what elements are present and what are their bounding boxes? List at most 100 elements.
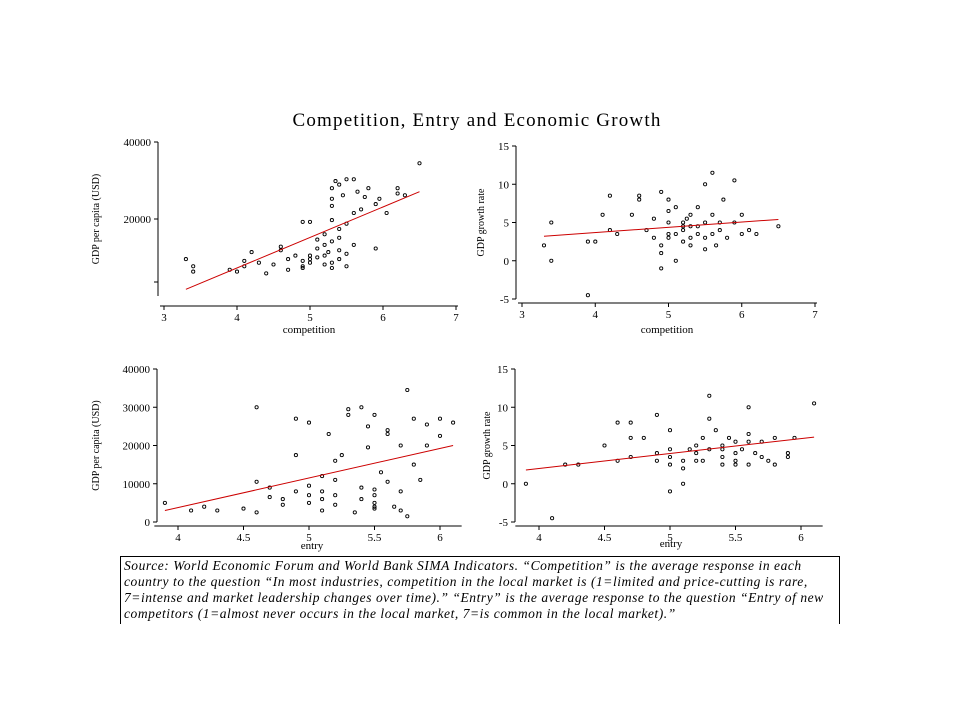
x-tick-label: 4 xyxy=(175,532,181,544)
data-point xyxy=(411,462,416,467)
data-point xyxy=(437,433,443,438)
source-note: Source: World Economic Forum and World B… xyxy=(120,556,840,624)
scatter-plot-1: 3 4 5 6 7 competition 20000 40000 GDP per capita… xyxy=(91,137,459,336)
data-point xyxy=(713,428,718,433)
data-point xyxy=(329,218,334,223)
data-point xyxy=(615,231,620,237)
data-point xyxy=(365,424,371,429)
y-tick-label: 20000 xyxy=(123,441,151,453)
figure-canvas: Competition, Entry and Economic Growth 3… xyxy=(91,110,823,552)
data-point xyxy=(707,393,712,398)
data-point xyxy=(340,193,345,198)
data-point xyxy=(585,293,590,298)
data-point xyxy=(585,239,590,244)
data-point xyxy=(385,479,390,484)
data-point xyxy=(732,178,737,183)
data-point xyxy=(320,489,325,494)
x-tick-label: 4 xyxy=(593,309,599,321)
data-point xyxy=(703,235,708,240)
data-point xyxy=(549,258,554,263)
data-point xyxy=(684,216,689,221)
x-tick-label: 4 xyxy=(536,532,542,544)
y-tick-label: -5 xyxy=(500,294,510,306)
data-point xyxy=(256,260,261,265)
data-point xyxy=(337,226,342,232)
data-point xyxy=(183,257,188,262)
data-point xyxy=(600,212,605,217)
data-point xyxy=(637,197,642,202)
data-point xyxy=(726,435,732,440)
data-point xyxy=(651,235,656,240)
x-tick-label: 3 xyxy=(519,309,525,321)
data-point xyxy=(812,401,817,406)
data-point xyxy=(746,462,751,467)
data-point xyxy=(307,253,313,258)
data-point xyxy=(746,431,751,437)
y-axis-label: GDP per capita (USD) xyxy=(91,174,102,264)
data-point xyxy=(395,186,400,191)
data-point xyxy=(720,462,725,467)
data-point xyxy=(378,470,384,475)
data-point xyxy=(739,231,744,237)
data-point xyxy=(688,243,693,248)
data-point xyxy=(300,219,305,224)
data-point xyxy=(733,451,738,456)
y-tick-label: 5 xyxy=(504,218,510,230)
data-point xyxy=(215,508,220,513)
data-point xyxy=(710,170,715,175)
data-point xyxy=(746,439,751,444)
data-point xyxy=(307,219,313,224)
figure-title: Competition, Entry and Economic Growth xyxy=(292,110,661,131)
data-point xyxy=(372,506,377,511)
y-tick-label: 0 xyxy=(503,479,509,491)
data-point xyxy=(785,451,790,456)
data-point xyxy=(315,246,320,251)
data-point xyxy=(293,489,298,494)
data-point xyxy=(359,485,364,490)
data-point xyxy=(593,239,598,244)
data-point xyxy=(333,458,338,463)
y-axis-label: GDP per capita (USD) xyxy=(91,400,102,490)
data-point xyxy=(322,262,327,267)
data-point xyxy=(365,445,371,450)
data-point xyxy=(344,264,349,269)
x-tick-label: 5 xyxy=(667,532,673,544)
data-point xyxy=(307,257,313,262)
data-point xyxy=(337,182,342,187)
data-point xyxy=(322,232,327,237)
data-point xyxy=(264,271,269,276)
data-point xyxy=(659,243,664,248)
data-point xyxy=(549,220,554,225)
data-point xyxy=(306,493,312,498)
x-tick-label: 4 xyxy=(234,312,240,324)
data-point xyxy=(351,242,356,247)
data-point xyxy=(695,205,700,210)
data-point xyxy=(673,231,678,237)
data-point xyxy=(785,454,790,460)
data-point xyxy=(326,431,331,437)
data-point xyxy=(384,210,389,216)
data-point xyxy=(703,182,708,187)
data-point xyxy=(667,489,673,494)
data-point xyxy=(234,269,240,274)
data-point xyxy=(695,224,700,229)
data-point xyxy=(344,251,349,256)
data-point xyxy=(666,231,671,237)
x-tick-label: 5 xyxy=(306,532,312,544)
data-point xyxy=(714,243,719,248)
x-tick-label: 5.5 xyxy=(368,532,382,544)
data-point xyxy=(629,212,634,217)
data-point xyxy=(772,462,777,467)
data-point xyxy=(667,454,673,460)
x-axis-label: competition xyxy=(641,324,694,336)
y-tick-label: 30000 xyxy=(123,402,151,414)
data-point xyxy=(681,481,686,486)
data-point xyxy=(688,235,693,240)
data-point xyxy=(673,205,678,210)
scatter-plot-4: 4 4.5 5 5.5 6 entry -5 0 5 10 15 GDP growth rate xyxy=(482,364,823,550)
data-point xyxy=(651,216,656,221)
data-point xyxy=(293,453,298,458)
data-point xyxy=(337,235,342,240)
x-tick-label: 4.5 xyxy=(237,532,251,544)
